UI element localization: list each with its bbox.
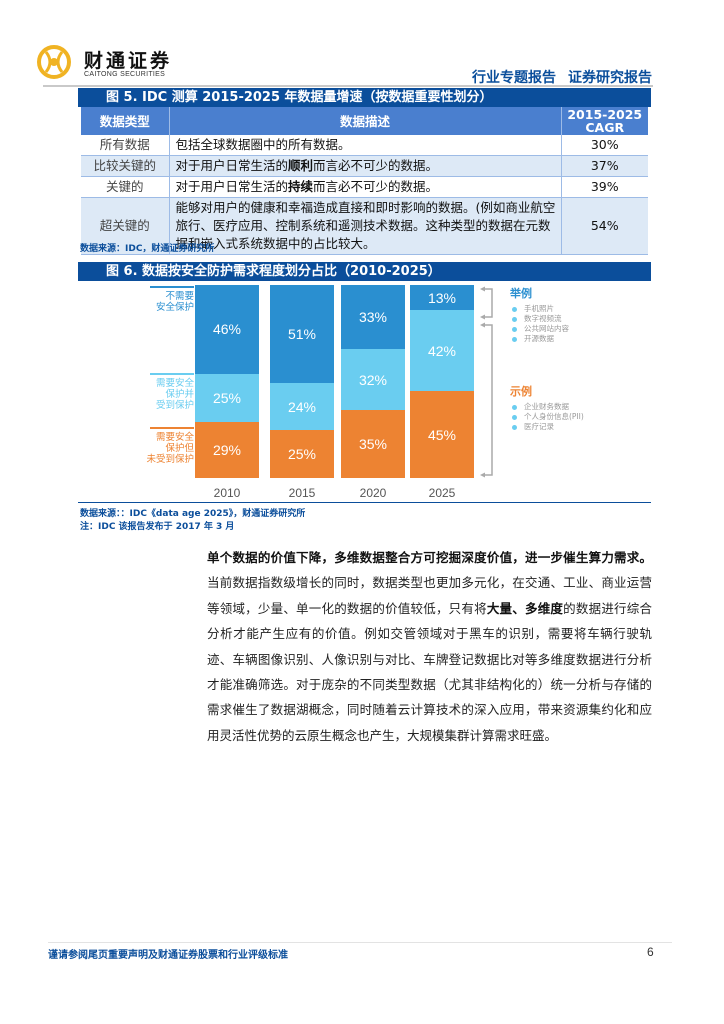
row-type: 超关键的 bbox=[81, 197, 170, 255]
bullet-icon bbox=[512, 424, 517, 430]
bar-2020: 33% 32% 35% bbox=[341, 285, 405, 478]
segment-protected: 24% bbox=[270, 383, 334, 430]
table-row: 比较关键的 对于用户日常生活的顺利而言必不可少的数据。 37% bbox=[81, 155, 648, 177]
row-type: 比较关键的 bbox=[81, 155, 170, 177]
legend-item: 公共网站内容 bbox=[510, 324, 569, 334]
segment-unprotected: 25% bbox=[270, 429, 334, 478]
side-label-rule bbox=[150, 427, 194, 429]
bullet-icon bbox=[512, 306, 517, 312]
bracket-arrows-icon bbox=[480, 286, 493, 478]
bullet-icon bbox=[512, 326, 517, 332]
figure6-bottom-rule bbox=[78, 502, 651, 503]
logo-chinese-name: 财通证券 bbox=[84, 50, 173, 72]
bar-2025: 13% 42% 45% bbox=[410, 285, 474, 478]
segment-unprotected: 45% bbox=[410, 391, 474, 478]
row-type: 所有数据 bbox=[81, 135, 170, 156]
bar-2010: 46% 25% 29% bbox=[195, 285, 259, 478]
table-row: 关键的 对于用户日常生活的持续而言必不可少的数据。 39% bbox=[81, 176, 648, 198]
row-description: 对于用户日常生活的顺利而言必不可少的数据。 bbox=[169, 155, 562, 177]
bullet-icon bbox=[512, 336, 517, 342]
header-divider bbox=[43, 85, 653, 87]
legend-item: 开源数据 bbox=[510, 334, 569, 344]
segment-unprotected: 29% bbox=[195, 422, 259, 478]
row-description: 包括全球数据圈中的所有数据。 bbox=[169, 135, 562, 156]
row-cagr: 37% bbox=[561, 155, 648, 177]
footer-divider bbox=[48, 942, 672, 943]
figure6-note: 注：IDC 该报告发布于 2017 年 3 月 bbox=[80, 522, 235, 532]
paragraph-lead: 单个数据的价值下降，多维数据整合方可挖掘深度价值，进一步催生算力需求。 bbox=[207, 550, 652, 565]
segment-unprotected: 35% bbox=[341, 410, 405, 478]
side-label-rule bbox=[150, 373, 194, 375]
legend-title: 示例 bbox=[510, 385, 532, 398]
row-description: 能够对用户的健康和幸福造成直接和即时影响的数据。(例如商业航空旅行、医疗应用、控… bbox=[169, 197, 562, 255]
row-cagr: 30% bbox=[561, 135, 648, 156]
report-type: 行业专题报告 bbox=[472, 70, 556, 86]
bullet-icon bbox=[512, 316, 517, 322]
row-cagr: 39% bbox=[561, 176, 648, 198]
company-logo: 财通证券 CAITONG SECURITIES bbox=[36, 44, 176, 84]
report-category: 证券研究报告 bbox=[568, 70, 652, 86]
figure5-table: 数据类型 数据描述 2015-2025 CAGR 所有数据 包括全球数据圈中的所有… bbox=[81, 107, 648, 255]
segment-protected: 25% bbox=[195, 373, 259, 423]
x-tick-label: 2025 bbox=[428, 486, 456, 500]
figure6-title: 图 6. 数据按安全防护需求程度划分占比（2010-2025） bbox=[78, 262, 651, 281]
segment-protected: 32% bbox=[341, 348, 405, 411]
segment-no-protection: 13% bbox=[410, 285, 474, 311]
table-row: 超关键的 能够对用户的健康和幸福造成直接和即时影响的数据。(例如商业航空旅行、医… bbox=[81, 197, 648, 255]
segment-no-protection: 33% bbox=[341, 285, 405, 349]
logo-english-name: CAITONG SECURITIES bbox=[84, 71, 166, 78]
table-row: 所有数据 包括全球数据圈中的所有数据。 30% bbox=[81, 135, 648, 156]
x-tick-label: 2015 bbox=[288, 486, 316, 500]
figure5-source: 数据来源：IDC，财通证券研究所 bbox=[80, 244, 215, 254]
side-label-no-protection: 不需要 安全保护 bbox=[150, 286, 194, 313]
legend-examples-no-protection: 举例 手机照片 数字视频流 公共网站内容 开源数据 bbox=[510, 285, 569, 344]
figure5-title: 图 5. IDC 测算 2015-2025 年数据量增速（按数据重要性划分） bbox=[78, 88, 651, 107]
report-header-labels: 行业专题报告 证券研究报告 bbox=[472, 67, 652, 87]
stacked-bar-chart: 46% 25% 29% 2010 51% 24% 25% 2015 33% 32… bbox=[195, 285, 475, 505]
logo-emblem-icon bbox=[37, 45, 71, 79]
legend-item: 手机照片 bbox=[510, 304, 569, 314]
figure6-source: 数据来源：：IDC《data age 2025》，财通证券研究所 bbox=[80, 509, 306, 519]
side-label-protected: 需要安全 保护并 受到保护 bbox=[150, 373, 194, 411]
x-tick-label: 2020 bbox=[359, 486, 387, 500]
legend-item: 医疗记录 bbox=[510, 422, 584, 432]
column-header-type: 数据类型 bbox=[81, 107, 170, 135]
footer-disclaimer[interactable]: 谨请参阅尾页重要声明及财通证券股票和行业评级标准 bbox=[48, 950, 288, 961]
legend-item: 个人身份信息(PII) bbox=[510, 412, 584, 422]
bullet-icon bbox=[512, 414, 517, 420]
x-tick-label: 2010 bbox=[213, 486, 241, 500]
column-header-cagr: 2015-2025 CAGR bbox=[561, 107, 648, 135]
row-type: 关键的 bbox=[81, 176, 170, 198]
bullet-icon bbox=[512, 404, 517, 410]
column-header-desc: 数据描述 bbox=[169, 107, 562, 135]
body-paragraph: 单个数据的价值下降，多维数据整合方可挖掘深度价值，进一步催生算力需求。当前数据指… bbox=[207, 550, 652, 743]
side-label-unprotected: 需要安全 保护但 未受到保护 bbox=[146, 427, 194, 465]
bar-2015: 51% 24% 25% bbox=[270, 285, 334, 478]
segment-no-protection: 51% bbox=[270, 285, 334, 384]
row-description: 对于用户日常生活的持续而言必不可少的数据。 bbox=[169, 176, 562, 198]
legend-item: 数字视频流 bbox=[510, 314, 569, 324]
segment-no-protection: 46% bbox=[195, 285, 259, 374]
legend-title: 举例 bbox=[510, 287, 532, 300]
row-cagr: 54% bbox=[561, 197, 648, 255]
page-number: 6 bbox=[647, 945, 654, 959]
segment-protected: 42% bbox=[410, 310, 474, 392]
legend-examples-protection-needed: 示例 企业财务数据 个人身份信息(PII) 医疗记录 bbox=[510, 383, 584, 432]
legend-item: 企业财务数据 bbox=[510, 402, 584, 412]
side-label-rule bbox=[150, 286, 194, 288]
